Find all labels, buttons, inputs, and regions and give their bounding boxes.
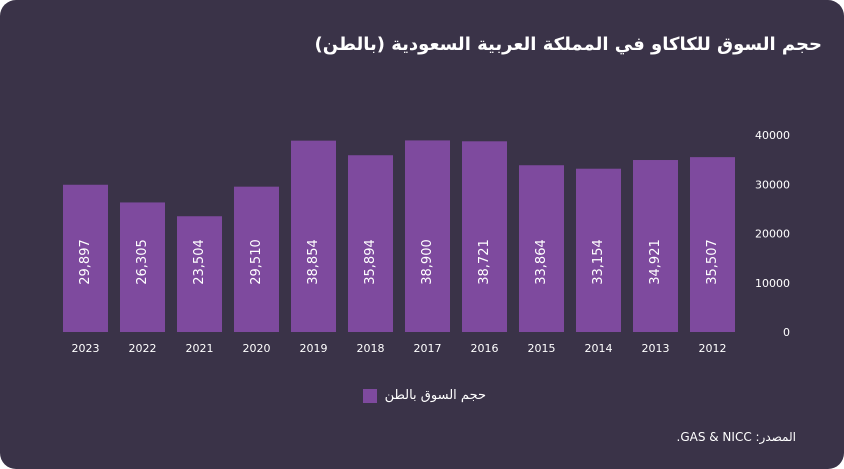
data-label-2022: 26,305 bbox=[135, 239, 150, 285]
data-label-2020: 29,510 bbox=[249, 239, 264, 285]
data-label-2023: 29,897 bbox=[78, 239, 93, 285]
x-tick-2015: 2015 bbox=[528, 342, 556, 355]
y-tick-30000: 30000 bbox=[755, 178, 790, 191]
x-tick-2012: 2012 bbox=[699, 342, 727, 355]
data-labels-group: 29,897 26,305 23,504 29,510 38,854 35,894 38,9… bbox=[78, 239, 720, 285]
x-tick-2018: 2018 bbox=[357, 342, 385, 355]
x-tick-2017: 2017 bbox=[414, 342, 442, 355]
data-label-2021: 23,504 bbox=[192, 239, 207, 285]
bars-group bbox=[63, 140, 735, 332]
x-tick-2020: 2020 bbox=[243, 342, 271, 355]
source-note: المصدر: GAS & NICC. bbox=[676, 430, 796, 444]
x-tick-2023: 2023 bbox=[72, 342, 100, 355]
data-label-2019: 38,854 bbox=[306, 239, 321, 285]
y-tick-40000: 40000 bbox=[755, 129, 790, 142]
data-label-2013: 34,921 bbox=[648, 239, 663, 285]
x-tick-2013: 2013 bbox=[642, 342, 670, 355]
bar-2023 bbox=[63, 184, 108, 332]
bar-2015 bbox=[519, 165, 564, 332]
x-tick-2021: 2021 bbox=[186, 342, 214, 355]
data-label-2017: 38,900 bbox=[420, 239, 435, 285]
x-tick-2014: 2014 bbox=[585, 342, 613, 355]
bar-2013 bbox=[633, 160, 678, 332]
data-label-2014: 33,154 bbox=[591, 239, 606, 285]
x-tick-2019: 2019 bbox=[300, 342, 328, 355]
y-tick-0: 0 bbox=[783, 326, 790, 339]
bar-2017 bbox=[405, 140, 450, 332]
x-tick-2022: 2022 bbox=[129, 342, 157, 355]
x-tick-2016: 2016 bbox=[471, 342, 499, 355]
y-tick-20000: 20000 bbox=[755, 228, 790, 241]
bar-2020 bbox=[234, 186, 279, 332]
legend: حجم السوق بالطن bbox=[362, 388, 486, 403]
bar-2014 bbox=[576, 168, 621, 332]
bar-2022 bbox=[120, 202, 165, 332]
bar-2019 bbox=[291, 140, 336, 332]
bar-2018 bbox=[348, 155, 393, 332]
y-tick-10000: 10000 bbox=[755, 277, 790, 290]
bar-2021 bbox=[177, 216, 222, 332]
x-axis-ticks: 2023 2022 2021 2020 2019 2018 2017 2016 2015 2014… bbox=[72, 342, 727, 355]
legend-label: حجم السوق بالطن bbox=[384, 388, 486, 403]
data-label-2018: 35,894 bbox=[363, 239, 378, 285]
data-label-2015: 33,864 bbox=[534, 239, 549, 285]
bar-2016 bbox=[462, 141, 507, 332]
y-axis-ticks: 0 10000 20000 30000 40000 bbox=[755, 129, 790, 339]
bar-2012 bbox=[690, 157, 735, 332]
data-label-2012: 35,507 bbox=[705, 239, 720, 285]
legend-swatch bbox=[362, 388, 377, 403]
data-label-2016: 38,721 bbox=[477, 239, 492, 285]
chart-title: حجم السوق للكاكاو في المملكة العربية الس… bbox=[314, 34, 822, 55]
